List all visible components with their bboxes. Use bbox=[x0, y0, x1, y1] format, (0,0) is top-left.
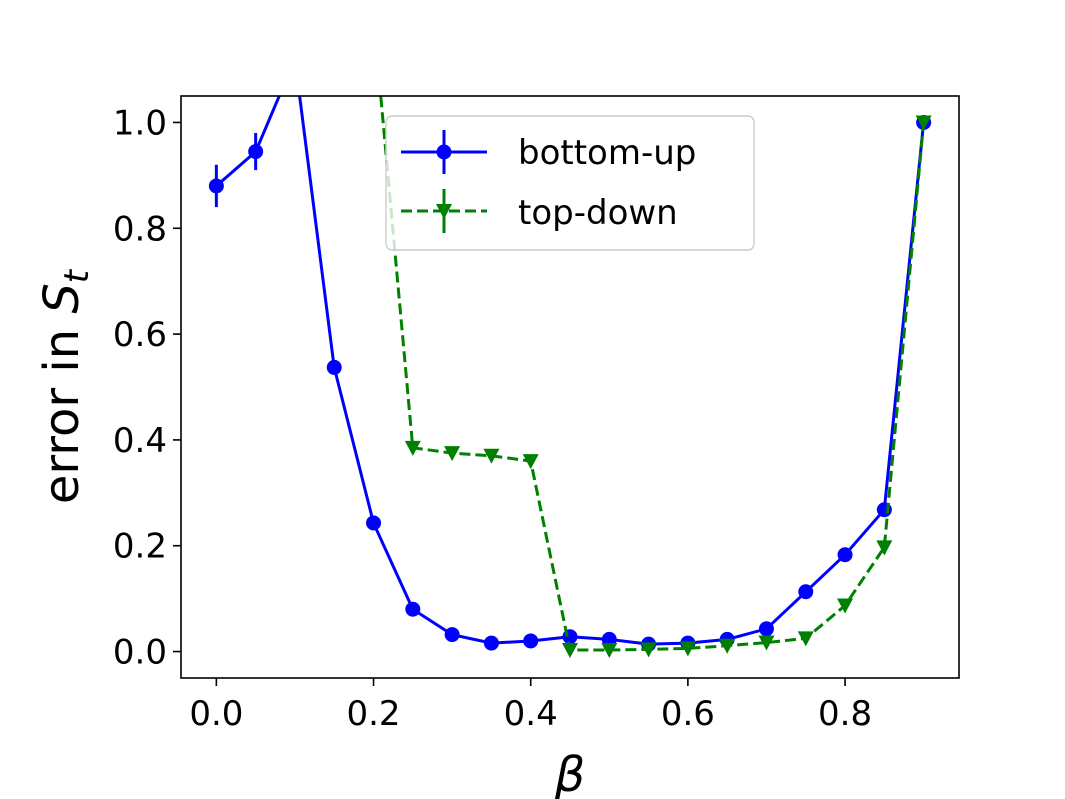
data-point bbox=[797, 631, 814, 647]
data-point bbox=[719, 638, 736, 654]
data-point bbox=[758, 621, 774, 637]
y-axis-label-symbol: S bbox=[34, 283, 90, 313]
data-point bbox=[876, 540, 893, 556]
data-point bbox=[640, 642, 657, 658]
x-tick-label: 0.2 bbox=[346, 694, 400, 734]
data-point bbox=[798, 584, 814, 600]
y-tick-label: 0.6 bbox=[113, 315, 167, 355]
y-tick-label: 0.2 bbox=[113, 527, 167, 567]
legend-marker-bottom-up bbox=[436, 144, 452, 160]
series-top-down bbox=[379, 96, 932, 658]
legend-box bbox=[385, 115, 755, 251]
plot-frame bbox=[180, 95, 960, 679]
data-point bbox=[522, 454, 539, 470]
legend-entry-top-down: top-down bbox=[401, 189, 678, 233]
y-axis-label-text: error in bbox=[34, 314, 90, 504]
data-point bbox=[601, 642, 618, 658]
data-point bbox=[366, 515, 382, 531]
data-point bbox=[679, 641, 696, 657]
data-point bbox=[837, 598, 854, 614]
legend-entry-bottom-up: bottom-up bbox=[401, 130, 696, 174]
data-point bbox=[404, 440, 421, 456]
x-tick-label: 0.8 bbox=[818, 694, 872, 734]
data-point bbox=[405, 601, 421, 617]
data-point bbox=[444, 627, 460, 643]
y-axis-label: error in St bbox=[34, 268, 97, 504]
data-point bbox=[915, 115, 932, 131]
data-point bbox=[326, 359, 342, 375]
data-point bbox=[483, 635, 499, 651]
y-axis-ticks: 0.0 0.2 0.4 0.6 0.8 1.0 bbox=[113, 103, 181, 673]
legend-label-bottom-up: bottom-up bbox=[518, 133, 696, 173]
legend: bottom-up top-down bbox=[385, 115, 755, 251]
y-tick-label: 0.0 bbox=[113, 633, 167, 673]
legend-marker-top-down bbox=[436, 204, 452, 219]
x-tick-label: 0.4 bbox=[504, 694, 558, 734]
series-layer bbox=[208, 96, 932, 658]
y-axis-label-subscript: t bbox=[57, 268, 97, 283]
y-tick-label: 0.4 bbox=[113, 421, 167, 461]
data-point bbox=[837, 547, 853, 563]
data-point bbox=[208, 178, 224, 194]
data-point bbox=[523, 633, 539, 649]
y-tick-label: 0.8 bbox=[113, 209, 167, 249]
legend-label-top-down: top-down bbox=[518, 193, 678, 233]
data-point bbox=[562, 642, 578, 658]
data-point bbox=[248, 144, 264, 160]
data-point bbox=[444, 446, 461, 462]
x-axis-ticks: 0.0 0.2 0.4 0.6 0.8 bbox=[189, 678, 872, 734]
data-point bbox=[758, 635, 775, 651]
x-tick-label: 0.6 bbox=[661, 694, 715, 734]
data-point bbox=[483, 448, 500, 464]
x-axis-label: β bbox=[554, 747, 586, 799]
y-tick-label: 1.0 bbox=[113, 103, 167, 143]
x-tick-label: 0.0 bbox=[189, 694, 243, 734]
